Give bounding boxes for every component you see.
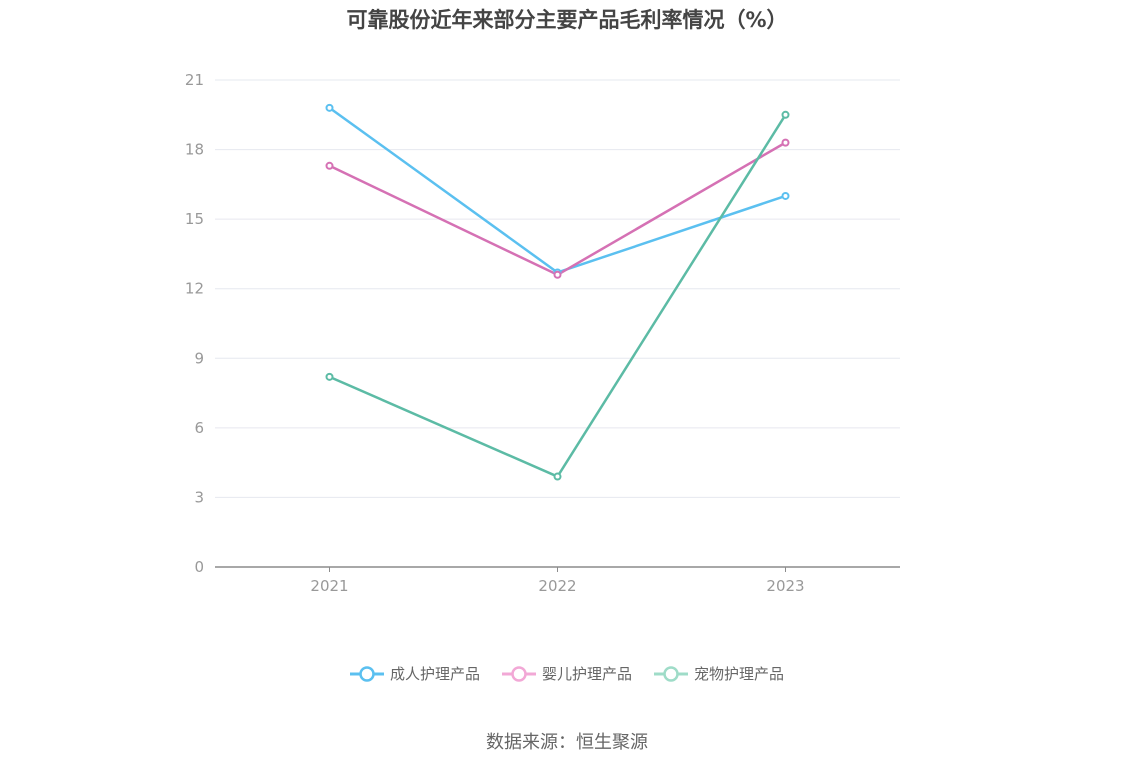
series-point-1[interactable]	[553, 270, 562, 279]
legend-symbol-baby	[501, 665, 536, 682]
y-tick-label: 21	[185, 71, 204, 89]
y-tick-label: 15	[185, 210, 204, 228]
series-point-2[interactable]	[325, 372, 334, 381]
series-lines	[328, 106, 787, 478]
y-tick-label: 9	[194, 349, 204, 367]
series-points	[325, 103, 790, 481]
legend-label-pet: 宠物护理产品	[694, 665, 785, 683]
series-line-0	[328, 106, 786, 274]
x-tick-label: 2023	[766, 577, 804, 595]
axes: 0 3 6 9 12 15 18 21 2021 2022 2023	[185, 71, 900, 595]
legend-item-baby[interactable]: 婴儿护理产品	[501, 663, 632, 684]
y-tick-label: 18	[185, 141, 204, 159]
series-point-0[interactable]	[325, 103, 334, 112]
legend-label-baby: 婴儿护理产品	[541, 665, 632, 683]
legend: 成人护理产品 婴儿护理产品 宠物护理产品	[0, 663, 1134, 684]
legend-item-pet[interactable]: 宠物护理产品	[654, 663, 784, 684]
series-point-2[interactable]	[553, 472, 562, 481]
y-tick-label: 0	[194, 558, 204, 576]
line-chart: 0 3 6 9 12 15 18 21 2021 2022 2023	[185, 71, 900, 595]
chart-title: 可靠股份近年来部分主要产品毛利率情况（%）	[346, 8, 788, 32]
y-tick-label: 12	[185, 280, 204, 298]
y-tick-label: 6	[194, 419, 204, 437]
series-line-2	[328, 114, 787, 478]
legend-symbol-pet	[654, 665, 688, 682]
series-point-0[interactable]	[781, 191, 790, 200]
series-line-1	[328, 141, 787, 277]
legend-symbol-adult	[349, 665, 384, 682]
x-tick-label: 2022	[538, 577, 576, 595]
y-tick-label: 3	[194, 488, 204, 506]
legend-label-adult: 成人护理产品	[389, 665, 480, 683]
series-point-1[interactable]	[781, 138, 790, 147]
gridlines	[215, 79, 900, 498]
series-point-1[interactable]	[325, 161, 334, 170]
series-point-2[interactable]	[781, 110, 790, 119]
source-note: 数据来源：恒生聚源	[486, 732, 648, 753]
x-tick-label: 2021	[310, 577, 348, 595]
legend-item-adult[interactable]: 成人护理产品	[349, 663, 480, 684]
